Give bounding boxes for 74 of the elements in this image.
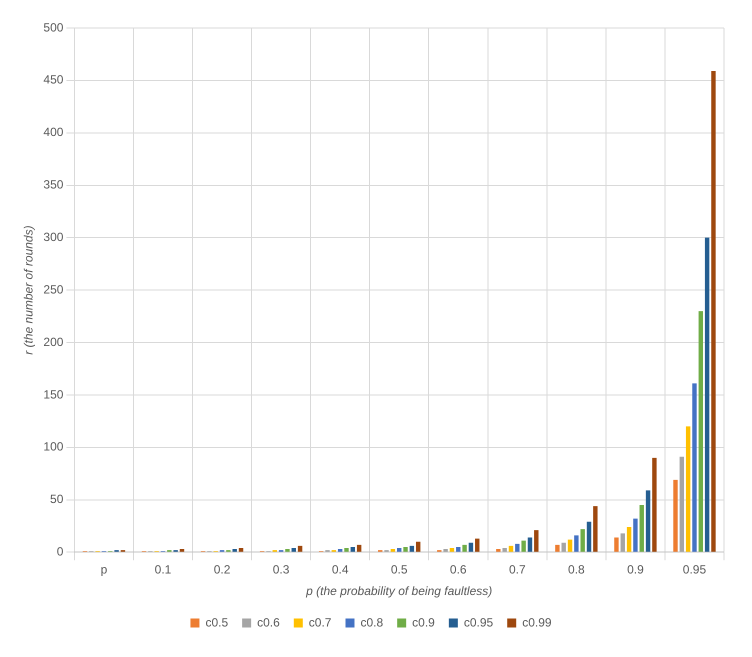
bar: [704, 238, 710, 552]
x-tick-label: 0.7: [508, 562, 526, 577]
bar: [646, 490, 650, 552]
bar: [698, 311, 704, 552]
y-tick-label: 400: [43, 125, 64, 140]
bar: [568, 540, 572, 552]
bar: [562, 542, 566, 552]
bar: [620, 533, 625, 552]
bar: [614, 538, 619, 552]
y-tick-label: 150: [43, 387, 64, 402]
legend-label: c0.5: [205, 615, 228, 630]
x-tick-label: 0.4: [332, 562, 349, 577]
bar: [521, 540, 526, 552]
bar: [555, 544, 560, 552]
legend-label: c0.7: [308, 615, 332, 630]
bar: [502, 548, 507, 552]
x-tick-label: 0.5: [390, 562, 408, 577]
bar: [396, 548, 402, 552]
bar: [673, 480, 678, 552]
legend-label: c0.95: [464, 615, 494, 630]
bar: [390, 549, 396, 552]
bar: [574, 535, 579, 552]
y-tick-label: 100: [43, 440, 64, 454]
y-tick-label: 450: [43, 72, 64, 87]
bar: [298, 546, 302, 552]
legend-label: c0.99: [522, 615, 552, 630]
bar: [652, 458, 657, 552]
bar: [711, 70, 716, 552]
legend-label: c0.9: [412, 615, 436, 630]
bar: [468, 542, 474, 552]
bar: [496, 549, 501, 552]
bar: [443, 549, 448, 552]
y-tick-label: 350: [43, 178, 64, 192]
x-tick-label: 0.1: [154, 562, 172, 577]
legend-label: c0.6: [257, 615, 280, 630]
bar: [534, 530, 539, 552]
bar: [416, 542, 420, 552]
bar: [640, 505, 644, 552]
x-tick-label: 0.9: [627, 562, 644, 577]
bar: [626, 527, 632, 552]
bar: [232, 549, 237, 552]
bar: [686, 426, 690, 552]
legend-label: c0.8: [360, 615, 384, 630]
x-tick-label: 0.95: [682, 562, 706, 577]
y-axis-title: r (the number of rounds): [22, 225, 36, 355]
y-tick-label: 200: [43, 334, 64, 349]
y-tick-label: 250: [43, 282, 64, 296]
x-tick-label: p: [100, 562, 108, 577]
bar: [680, 456, 684, 552]
bar: [403, 546, 408, 552]
x-tick-label: 0.2: [214, 562, 231, 577]
y-tick-label: 300: [43, 230, 64, 244]
bar: [633, 518, 638, 552]
bar: [456, 546, 460, 552]
x-tick-label: 0.8: [568, 562, 586, 577]
bar: [410, 546, 414, 552]
bar: [475, 538, 480, 552]
bar: [356, 544, 362, 552]
bar: [692, 383, 697, 552]
bar: [515, 544, 520, 552]
bar: [292, 548, 296, 552]
bar: [462, 544, 467, 552]
x-tick-label: 0.6: [450, 562, 467, 577]
y-tick-label: 500: [43, 20, 64, 34]
x-tick-label: 0.3: [272, 562, 290, 577]
bar: [350, 546, 356, 552]
x-axis-title: p (the probability of being faultless): [305, 584, 492, 598]
bar: [580, 529, 585, 552]
y-tick-label: 50: [50, 492, 64, 506]
bar: [338, 549, 342, 552]
bar: [285, 549, 290, 552]
bar: [593, 506, 598, 552]
bar: [450, 548, 454, 552]
y-tick-label: 0: [56, 544, 64, 559]
